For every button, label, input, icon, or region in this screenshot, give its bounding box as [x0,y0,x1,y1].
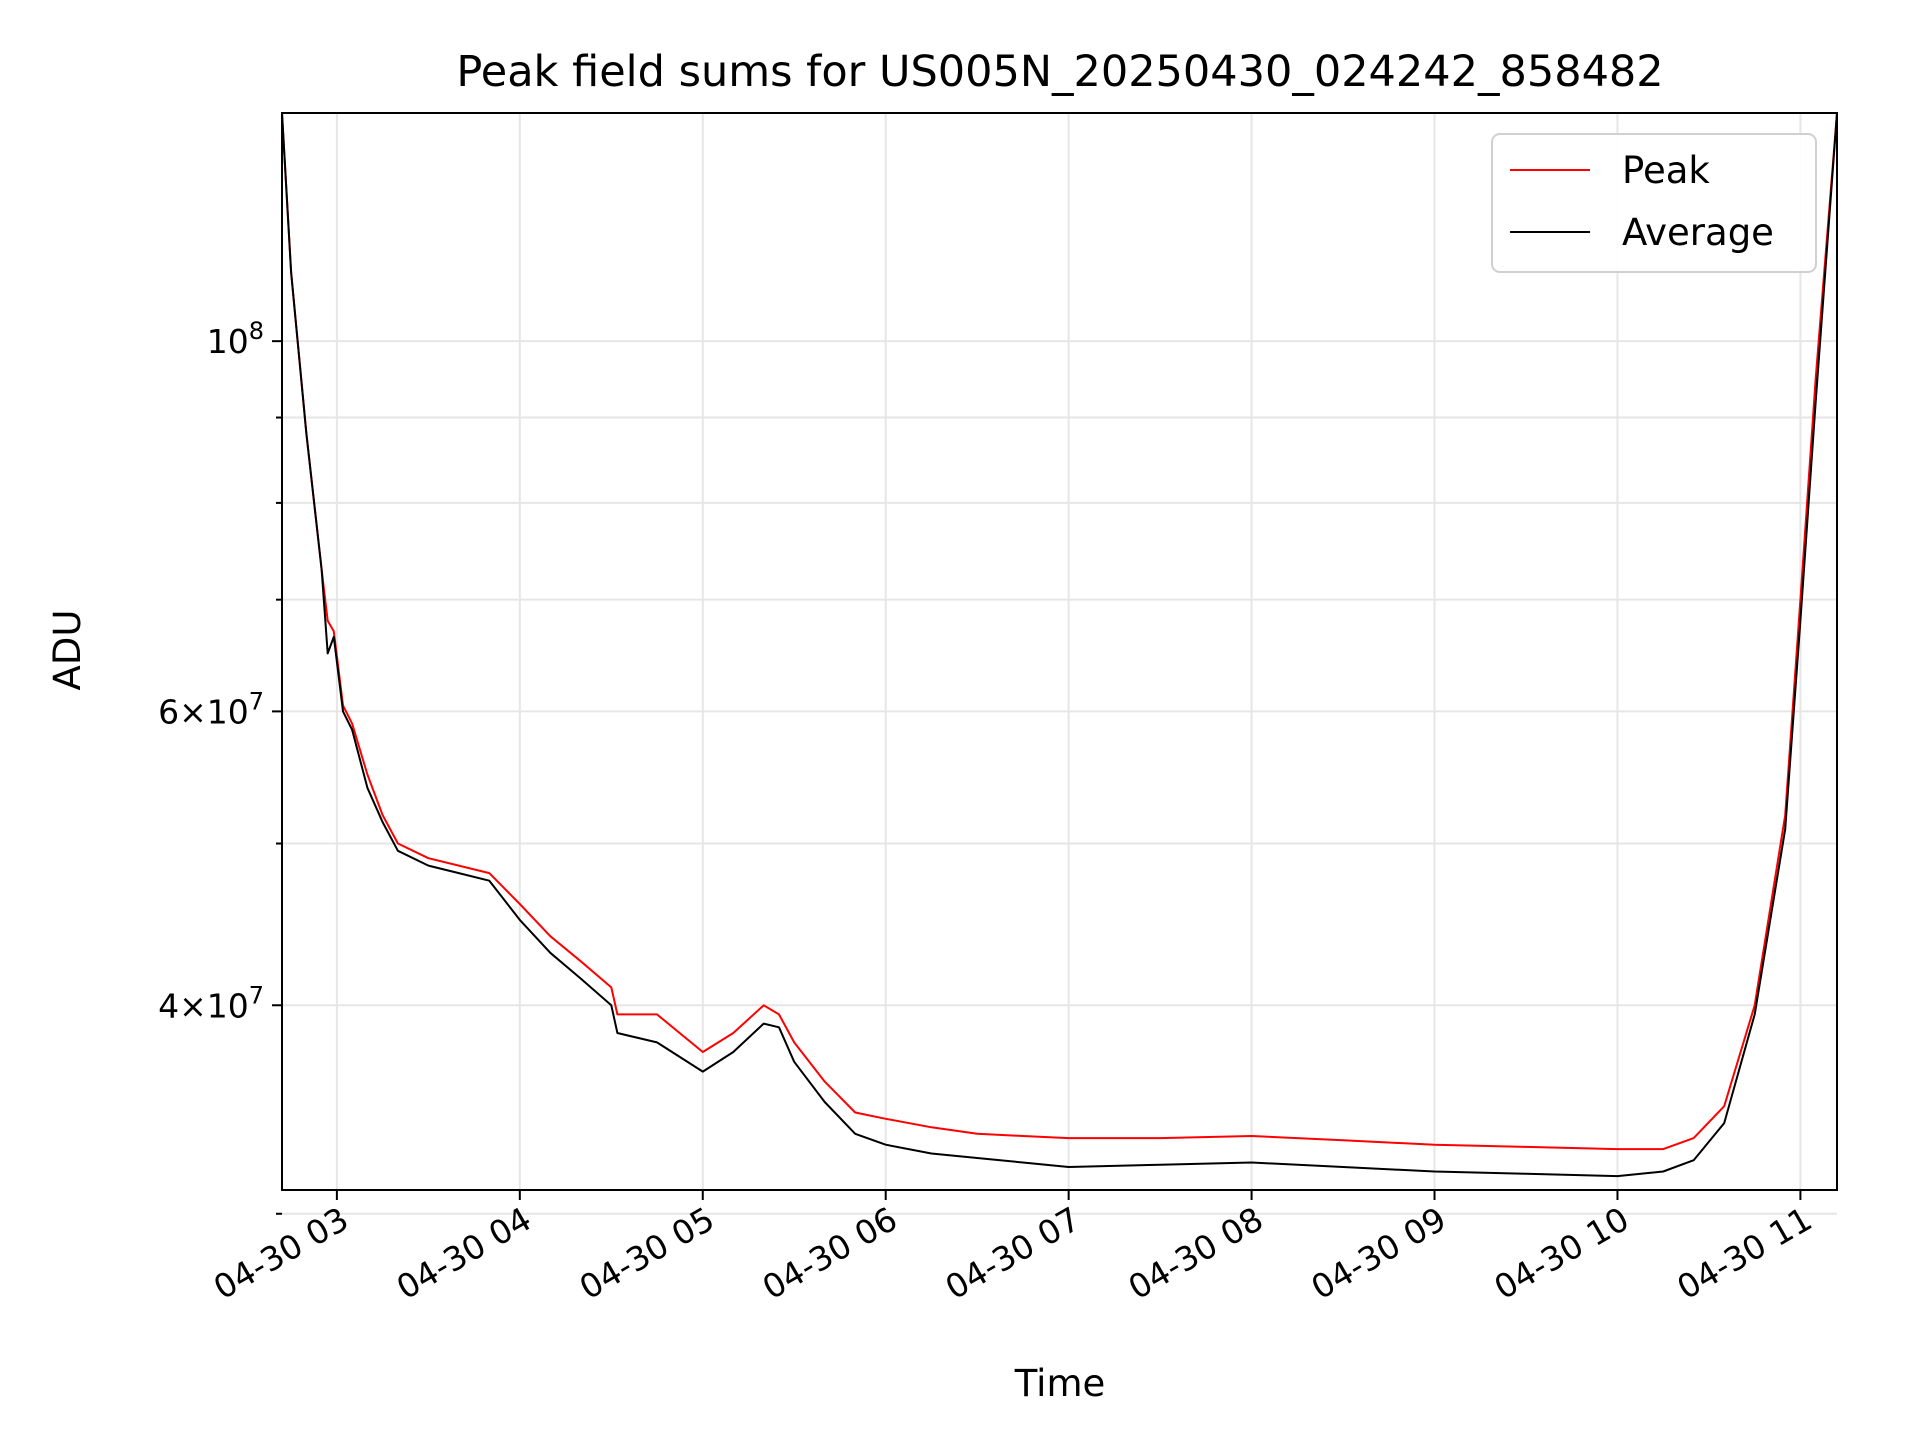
legend-label-peak: Peak [1622,149,1710,192]
legend-frame [1491,133,1817,273]
y-tick-label: 4×107 [158,981,264,1025]
plot-frame [281,112,1838,1191]
y-tick-label: 6×107 [158,687,264,731]
legend-label-average: Average [1622,211,1774,254]
grid [282,113,1837,1215]
y-tick-label: 108 [207,317,264,361]
series-line-peak [281,112,1838,1151]
series-line-average [281,112,1838,1178]
x-axis-label: Time [1014,1362,1106,1405]
series-layer [281,112,1838,1178]
chart-title: Peak field sums for US005N_20250430_0242… [456,47,1663,97]
y-axis-label: ADU [46,610,89,691]
legend: Peak Average [1491,133,1817,273]
y-ticks: 108 6×107 4×107 [158,317,282,1215]
